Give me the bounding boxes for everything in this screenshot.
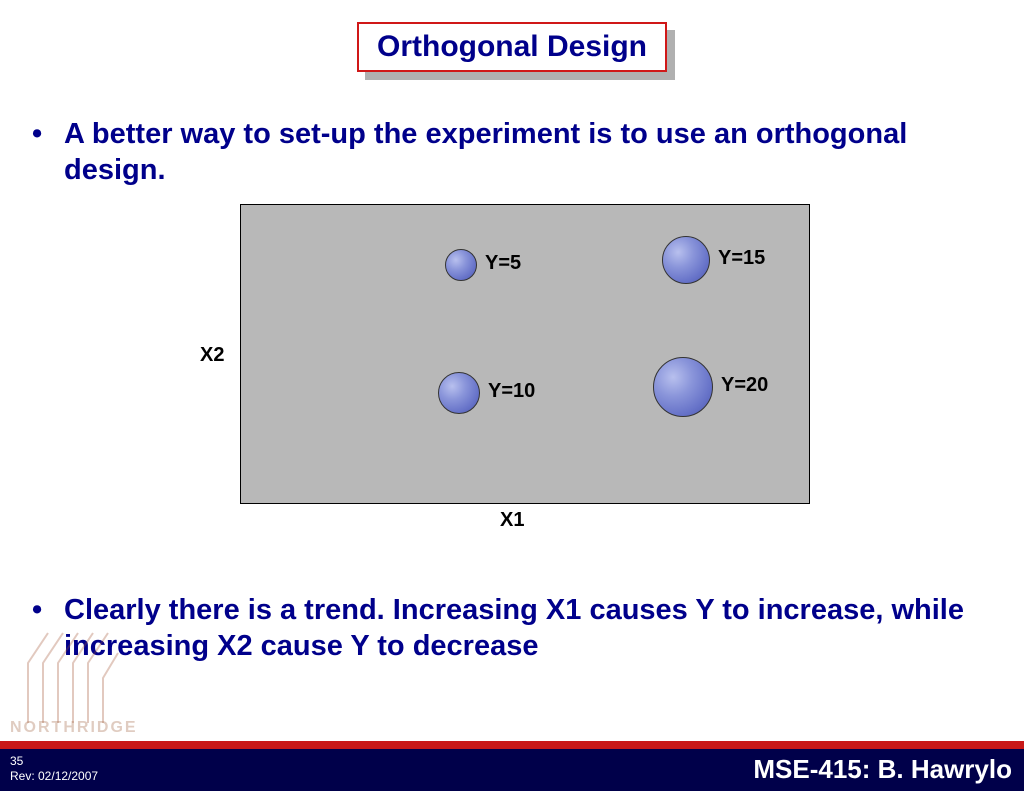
data-point-sphere bbox=[445, 249, 477, 281]
orthogonal-chart: X2 X1 Y=5 Y=15 Y=10 Y=20 bbox=[200, 204, 830, 534]
bullet-1-text: A better way to set-up the experiment is… bbox=[38, 116, 984, 189]
x-axis-label: X1 bbox=[500, 509, 524, 532]
data-point-label: Y=20 bbox=[721, 374, 768, 397]
slide-title: Orthogonal Design bbox=[357, 22, 667, 72]
slide-number: 35 bbox=[10, 754, 98, 770]
footer-left: 35 Rev: 02/12/2007 bbox=[10, 754, 98, 785]
y-axis-label: X2 bbox=[200, 344, 224, 367]
bullet-2: • Clearly there is a trend. Increasing X… bbox=[38, 592, 984, 665]
slide-title-container: Orthogonal Design bbox=[0, 22, 1024, 72]
revision-date: Rev: 02/12/2007 bbox=[10, 769, 98, 785]
footer-course: MSE-415: B. Hawrylo bbox=[753, 754, 1012, 785]
data-point-label: Y=15 bbox=[718, 247, 765, 270]
data-point-sphere bbox=[438, 372, 480, 414]
bullet-1: • A better way to set-up the experiment … bbox=[38, 116, 984, 189]
data-point-sphere bbox=[653, 357, 713, 417]
data-point-label: Y=5 bbox=[485, 252, 521, 275]
footer-accent-bar bbox=[0, 741, 1024, 749]
data-point-label: Y=10 bbox=[488, 380, 535, 403]
watermark-text: NORTHRIDGE bbox=[10, 719, 138, 737]
data-point-sphere bbox=[662, 236, 710, 284]
bullet-2-text: Clearly there is a trend. Increasing X1 … bbox=[38, 592, 984, 665]
